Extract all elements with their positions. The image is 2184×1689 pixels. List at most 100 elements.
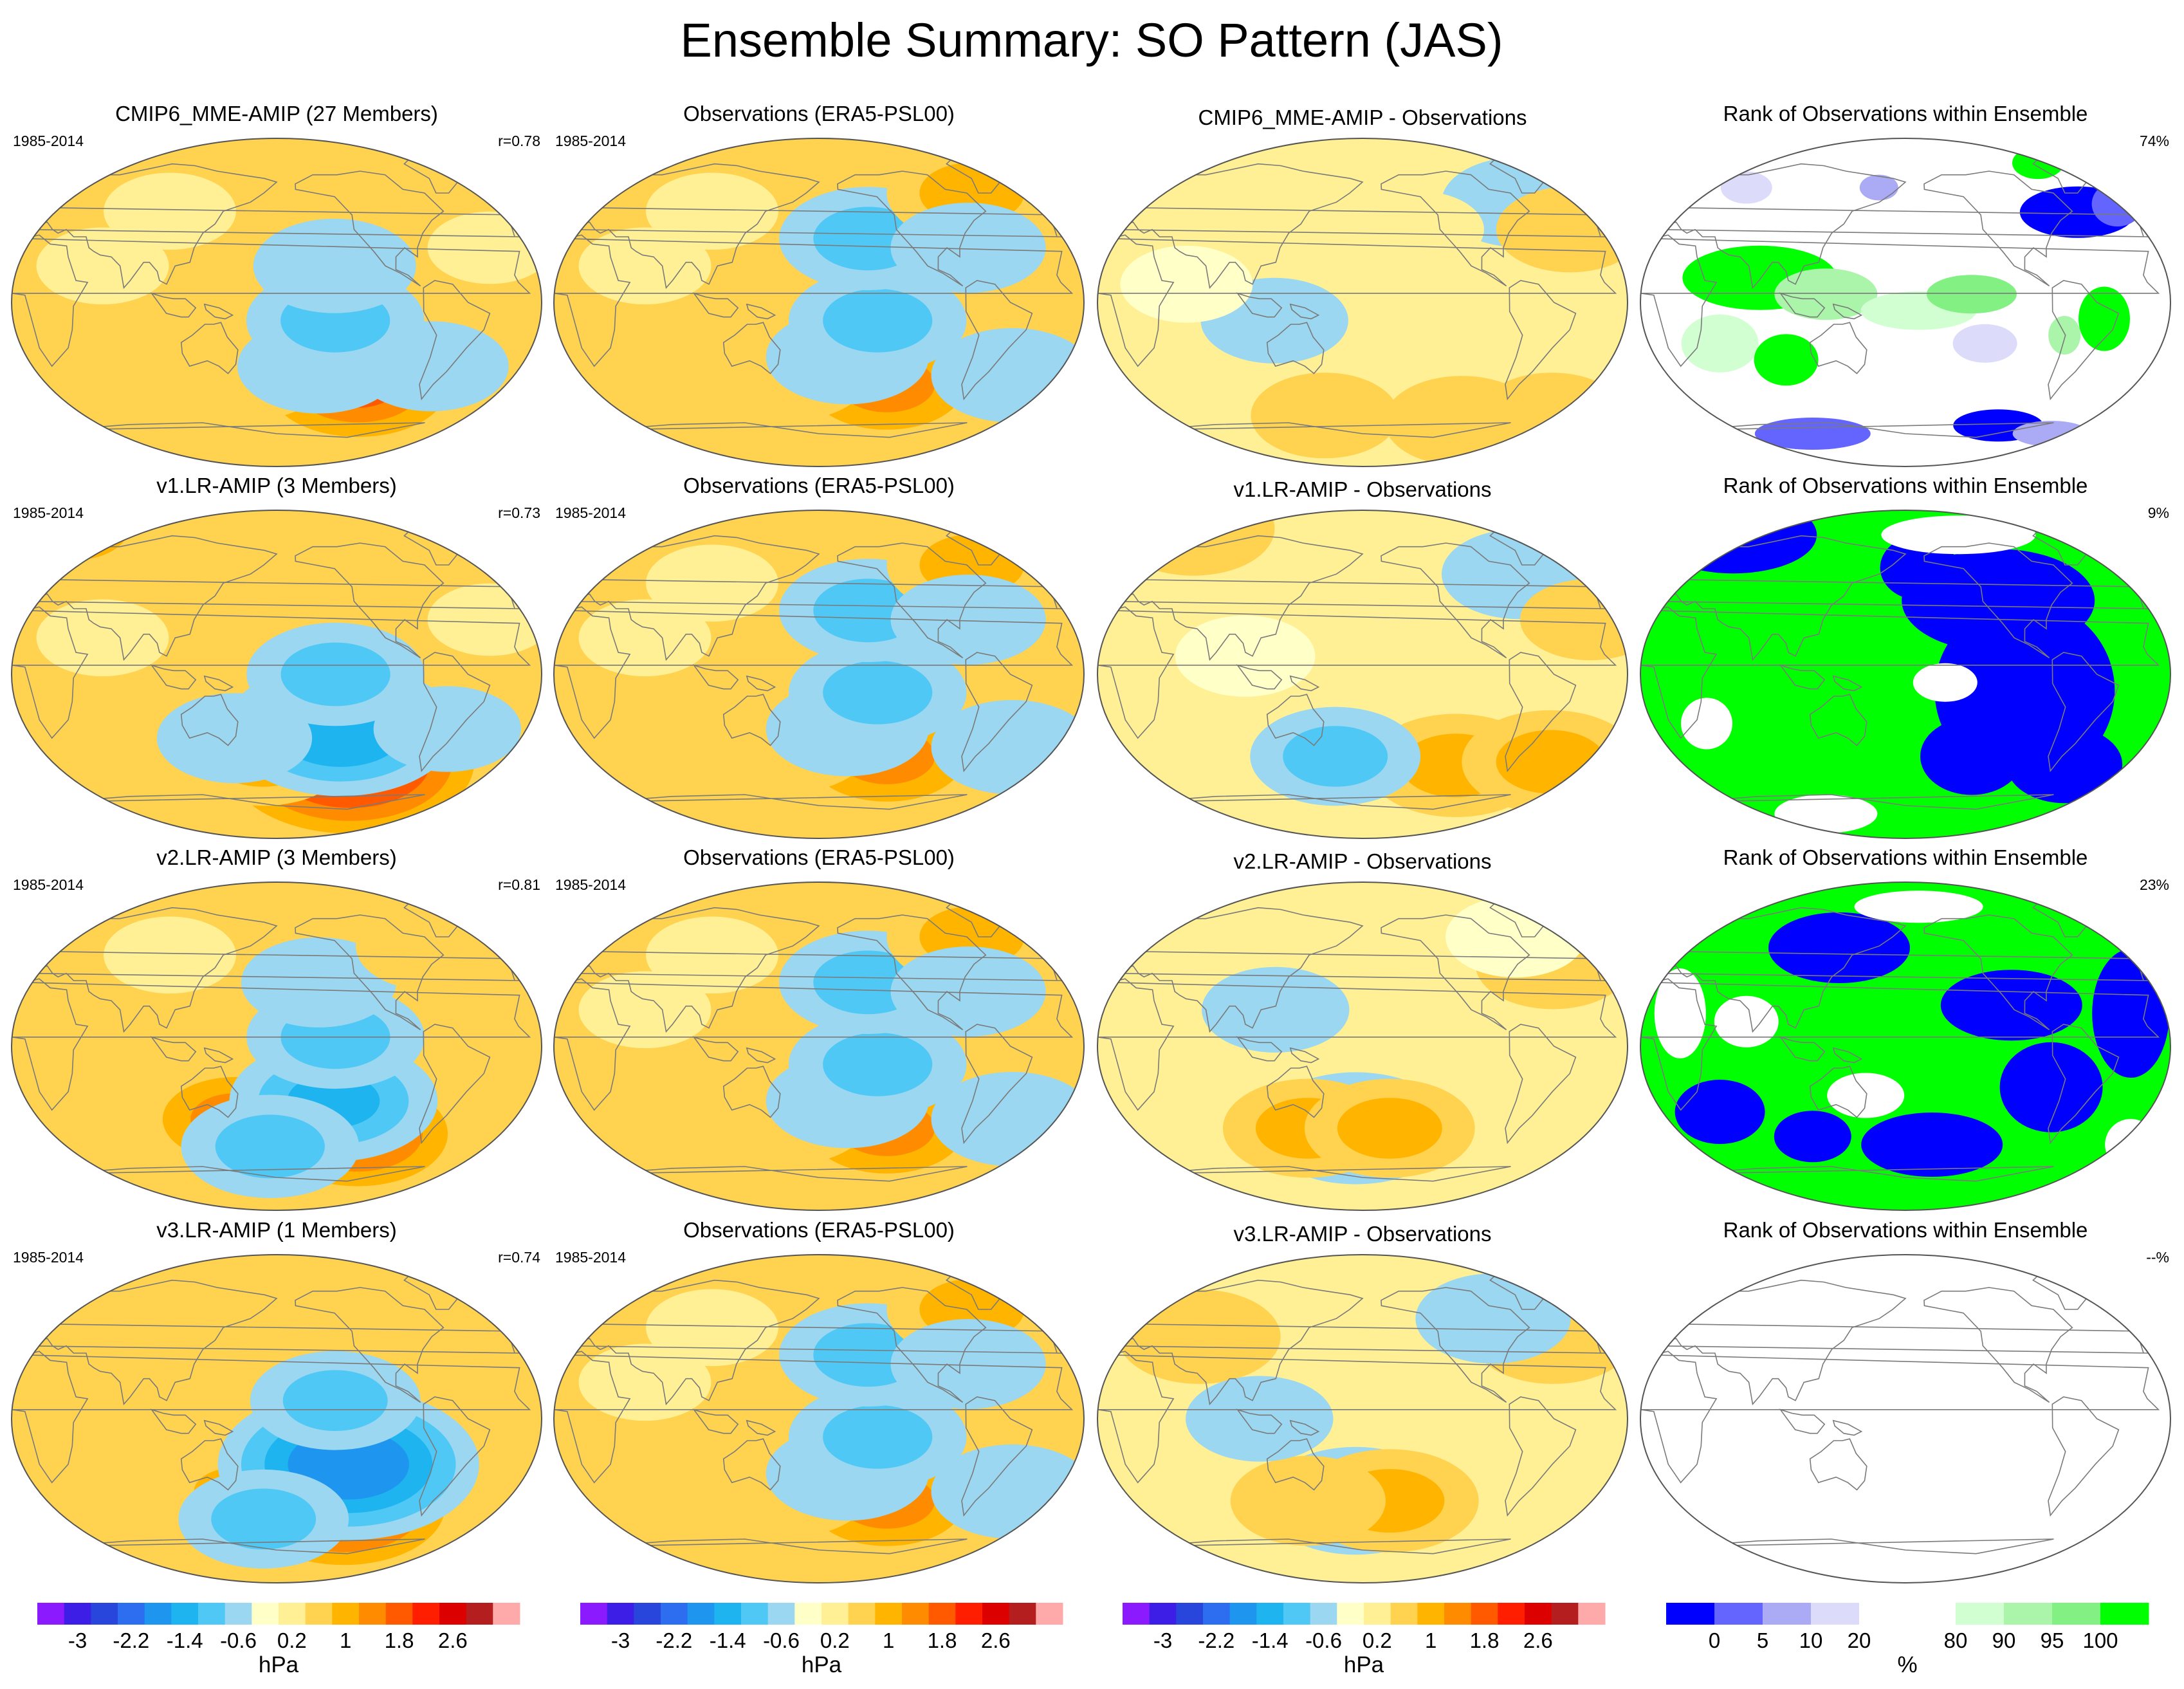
colorbar-swatch (1009, 1603, 1036, 1625)
difference-panel: v2.LR-AMIP - Observations (1097, 849, 1628, 1211)
rank-region (1681, 314, 1759, 373)
colorbar-swatch (91, 1603, 118, 1625)
difference-panel: CMIP6_MME-AMIP - Observations (1097, 106, 1628, 467)
colorbar-swatch (661, 1603, 688, 1625)
contour-blob (1337, 1098, 1442, 1159)
globe-outline (1097, 881, 1628, 1211)
model-panel: v3.LR-AMIP (1 Members) 1985-2014 r=0.74 (11, 1218, 542, 1583)
period-label: 1985-2014 (13, 504, 84, 521)
contour-blob (102, 1278, 243, 1360)
coastline (961, 652, 1033, 773)
observations-panel: Observations (ERA5-PSL00) 1985-2014 (553, 845, 1085, 1211)
rank-mid-region (1714, 995, 1779, 1048)
coastline (150, 1036, 197, 1062)
rank-panel: Rank of Observations within Ensemble 74% (1640, 102, 2171, 467)
coastline (554, 606, 1074, 739)
contour-blob (962, 718, 1063, 777)
colorbar-swatch (1123, 1603, 1150, 1625)
coastline (837, 914, 987, 1031)
contour-blob (1175, 615, 1316, 697)
colorbar-swatch (1229, 1603, 1257, 1625)
colorbar-tick-label: 0.2 (277, 1629, 307, 1652)
coastline (692, 292, 739, 318)
hpa-colorbar: -3 -2.2 -1.4 -0.6 0.2 1 1.8 2.6 hPa (1123, 1603, 1606, 1677)
coastline (554, 978, 1074, 1111)
colorbar-swatch (1149, 1603, 1177, 1625)
colorbar-tick-label: 100 (2082, 1629, 2118, 1652)
rank-low-region (2092, 949, 2170, 1078)
contour-blob (578, 227, 711, 305)
field-contours (1097, 510, 1628, 817)
rank-mid-region (1681, 697, 1732, 750)
colorbar-swatch (902, 1603, 930, 1625)
colorbar-swatch (1283, 1603, 1311, 1625)
colorbar-tick-label: -2.2 (1198, 1629, 1234, 1652)
difference-panel-title: v3.LR-AMIP - Observations (1233, 1222, 1491, 1246)
period-label: 1985-2014 (555, 504, 626, 521)
colorbar-swatch (1471, 1603, 1498, 1625)
field-contours (12, 1266, 531, 1578)
contour-blob (1149, 1307, 1249, 1366)
colorbar-swatch (580, 1603, 608, 1625)
colorbar-swatch (741, 1603, 769, 1625)
globe-outline (553, 138, 1085, 467)
model-panel: CMIP6_MME-AMIP (27 Members) 1985-2014 r=0.… (11, 102, 542, 467)
coastline (295, 171, 445, 287)
coastline (1640, 978, 2160, 1111)
colorbar-tick-label: -1.4 (1252, 1629, 1289, 1652)
coastline (1505, 1396, 1577, 1517)
coastline (1236, 1408, 1283, 1434)
coastline (961, 280, 1033, 401)
rank-region (1754, 418, 1871, 450)
rank-low-region (1774, 1111, 1851, 1163)
contour-blob (1415, 1273, 1571, 1364)
period-label: 1985-2014 (555, 1249, 626, 1266)
rank-low-region (1999, 1042, 2103, 1132)
colorbar-swatch (1337, 1603, 1364, 1625)
model-panel-title: CMIP6_MME-AMIP (27 Members) (115, 102, 438, 125)
difference-panel: v1.LR-AMIP - Observations (1097, 477, 1628, 839)
colorbar-tick-label: 0.2 (820, 1629, 850, 1652)
colorbar-swatch (1859, 1603, 1908, 1625)
rank-panel: Rank of Observations within Ensemble 9% (1640, 474, 2171, 839)
contour-blob (890, 1319, 1046, 1409)
contour-blob (104, 916, 236, 994)
globe-outline (1097, 138, 1628, 467)
contour-blob (1202, 966, 1350, 1053)
coastline (12, 978, 531, 1111)
colorbar-swatch (848, 1603, 876, 1625)
difference-panel-title: CMIP6_MME-AMIP - Observations (1198, 106, 1527, 129)
colorbar-swatch (225, 1603, 252, 1625)
contour-blob (962, 1463, 1063, 1521)
colorbar-tick-label: 90 (1992, 1629, 2016, 1652)
contour-blob (1143, 510, 1243, 558)
rank-panel-title: Rank of Observations within Ensemble (1723, 1218, 2088, 1242)
panel-row-1: CMIP6_MME-AMIP (27 Members) 1985-2014 r=0.… (11, 102, 2171, 467)
colorbar-tick-label: 1.8 (385, 1629, 414, 1652)
rank-low-region (1649, 510, 1817, 574)
coastline (746, 675, 776, 692)
model-panel-title: v1.LR-AMIP (3 Members) (156, 474, 396, 497)
coastline (1505, 652, 1577, 773)
contour-blob (1230, 1455, 1386, 1546)
rank-percentage: --% (2146, 1249, 2169, 1266)
colorbar-swatch (1811, 1603, 1860, 1625)
rank-panel-title: Rank of Observations within Ensemble (1723, 474, 2088, 497)
field-contours (1097, 1266, 1628, 1555)
rank-region (2012, 147, 2064, 180)
rank-mid-region (1854, 891, 1983, 923)
coastline (150, 292, 197, 318)
colorbar-tick-label: -1.4 (710, 1629, 746, 1652)
difference-panel: v3.LR-AMIP - Observations (1097, 1222, 1628, 1583)
panel-row-4: v3.LR-AMIP (1 Members) 1985-2014 r=0.74 Obs… (11, 1218, 2171, 1583)
rank-mid-region (1881, 515, 2036, 555)
coastline (203, 1419, 234, 1436)
globe-outline (1640, 1254, 2171, 1583)
coastline (25, 907, 520, 1033)
rank-mid-region (1827, 1073, 1905, 1118)
observations-panel: Observations (ERA5-PSL00) 1985-2014 (553, 102, 1085, 467)
coastline (150, 664, 197, 690)
coastline (837, 1287, 987, 1403)
coastline (12, 606, 531, 739)
coastline (1779, 1408, 1826, 1434)
